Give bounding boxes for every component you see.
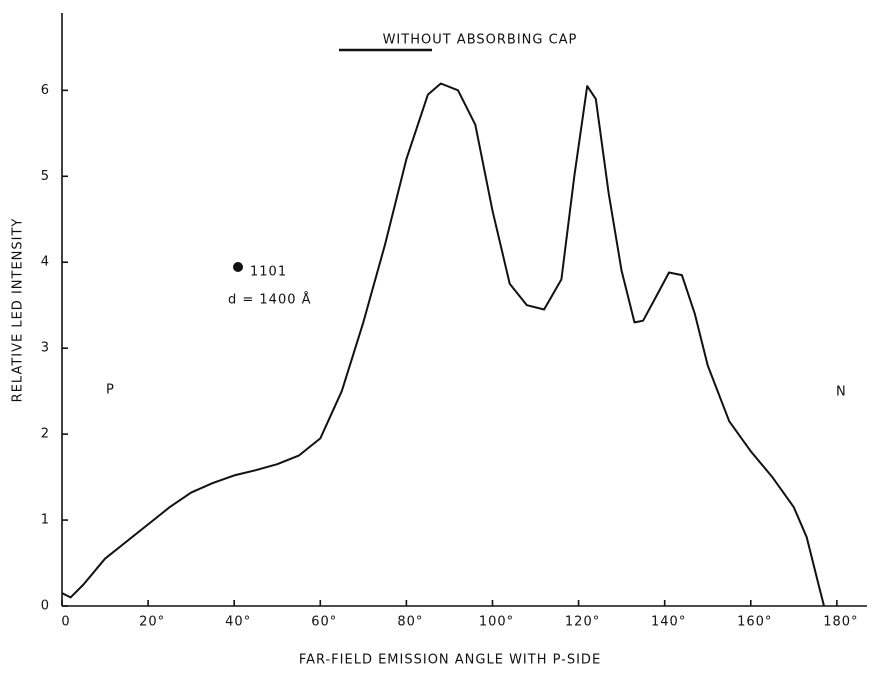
data-line: [61, 82, 825, 607]
x-tick-label: 140°: [651, 615, 686, 630]
annotation: 1101: [250, 265, 287, 280]
y-tick-label: 6: [41, 83, 50, 98]
y-tick-label: 4: [41, 255, 50, 270]
x-tick-label: 40°: [225, 615, 251, 630]
annotation: N: [836, 385, 847, 400]
x-tick-label: 180°: [823, 615, 858, 630]
sample-dot: [233, 262, 243, 272]
y-tick-label: 1: [41, 513, 50, 528]
x-tick-label: 60°: [311, 615, 337, 630]
x-tick-label: 20°: [139, 615, 165, 630]
y-tick-label: 3: [41, 341, 50, 356]
annotation: P: [106, 383, 115, 398]
x-tick-label: 160°: [737, 615, 772, 630]
chart-title: WITHOUT ABSORBING CAP: [383, 33, 578, 48]
x-axis-label: FAR-FIELD EMISSION ANGLE WITH P-SIDE: [299, 653, 601, 668]
annotation: d = 1400 Å: [228, 292, 312, 308]
x-tick-label: 80°: [397, 615, 423, 630]
y-axis-label: RELATIVE LED INTENSITY: [11, 218, 26, 403]
x-tick-label: 100°: [479, 615, 514, 630]
x-tick-label: 120°: [565, 615, 600, 630]
y-tick-label: 0: [41, 599, 50, 614]
x-tick-label: 0: [61, 615, 70, 630]
y-tick-label: 5: [41, 169, 50, 184]
y-tick-label: 2: [41, 427, 50, 442]
